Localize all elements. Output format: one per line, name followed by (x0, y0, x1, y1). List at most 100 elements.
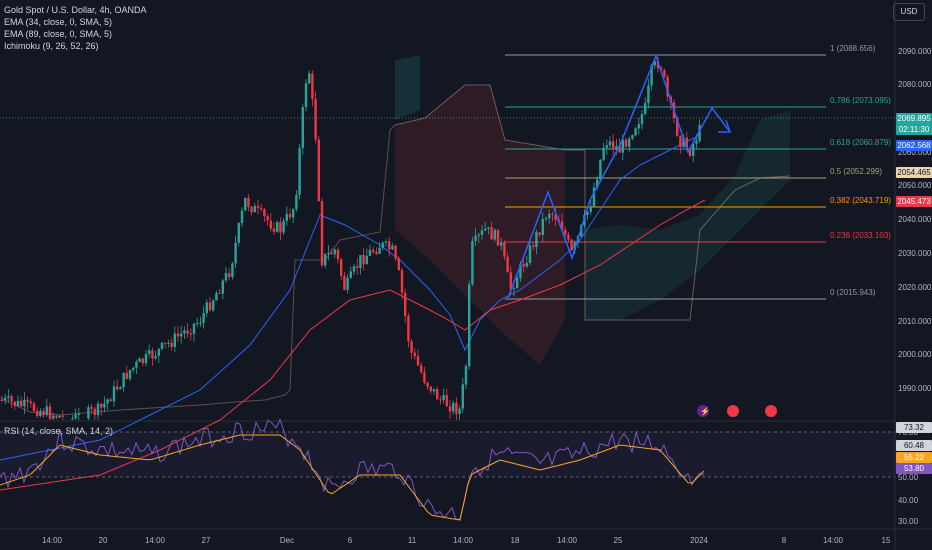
candle-body[interactable] (554, 214, 557, 220)
candle-body[interactable] (103, 403, 106, 408)
candle-body[interactable] (100, 403, 103, 408)
candle-body[interactable] (452, 402, 455, 412)
candle-body[interactable] (420, 365, 423, 373)
candle-body[interactable] (173, 333, 176, 347)
candle-body[interactable] (560, 221, 564, 230)
candle-body[interactable] (52, 415, 55, 419)
candle-body[interactable] (276, 222, 279, 232)
event-icons[interactable]: ⚡ (697, 405, 777, 417)
candle-body[interactable] (359, 255, 362, 268)
candle-body[interactable] (154, 355, 157, 359)
candle-body[interactable] (596, 179, 599, 188)
candle-body[interactable] (362, 255, 365, 265)
candle-body[interactable] (608, 141, 612, 146)
candle-body[interactable] (506, 256, 509, 273)
candle-body[interactable] (493, 229, 496, 240)
candle-body[interactable] (621, 139, 624, 153)
candle-body[interactable] (279, 222, 282, 233)
candle-body[interactable] (637, 124, 640, 129)
candle-body[interactable] (410, 341, 413, 353)
ichimoku-legend[interactable]: Ichimoku (9, 26, 52, 26) (4, 41, 99, 51)
candle-body[interactable] (407, 315, 410, 342)
candle-body[interactable] (605, 145, 608, 148)
candle-body[interactable] (285, 213, 288, 221)
candle-body[interactable] (564, 229, 567, 235)
candle-body[interactable] (308, 73, 311, 84)
candle-body[interactable] (314, 98, 317, 140)
candle-body[interactable] (327, 252, 330, 254)
candle-body[interactable] (644, 103, 647, 115)
candle-body[interactable] (61, 415, 64, 417)
candle-body[interactable] (0, 400, 4, 401)
time-axis[interactable]: 14:00 20 14:00 27 Dec 6 11 14:00 18 14:00 25 2024 8 1… (42, 536, 891, 545)
candle-body[interactable] (119, 387, 122, 390)
candle-body[interactable] (400, 270, 404, 293)
candle-body[interactable] (336, 249, 340, 260)
candle-body[interactable] (653, 61, 656, 66)
candle-body[interactable] (368, 249, 372, 256)
candle-body[interactable] (116, 386, 119, 390)
candle-body[interactable] (330, 252, 333, 255)
candle-body[interactable] (624, 139, 628, 147)
candle-body[interactable] (698, 125, 701, 141)
candle-body[interactable] (122, 372, 125, 388)
candle-body[interactable] (695, 140, 698, 144)
candle-body[interactable] (183, 330, 186, 334)
candle-body[interactable] (487, 227, 490, 229)
candle-body[interactable] (90, 407, 93, 409)
pattern-drawing[interactable] (507, 53, 731, 299)
candle-body[interactable] (544, 218, 548, 220)
candle-body[interactable] (349, 271, 352, 278)
candle-body[interactable] (109, 399, 112, 402)
candle-body[interactable] (647, 85, 650, 104)
candle-body[interactable] (628, 138, 631, 147)
candle-body[interactable] (298, 148, 301, 195)
candle-body[interactable] (528, 245, 532, 263)
candle-body[interactable] (522, 264, 525, 267)
candle-body[interactable] (224, 272, 228, 281)
candle-body[interactable] (231, 263, 234, 278)
candle-body[interactable] (541, 218, 544, 235)
candle-body[interactable] (71, 418, 74, 420)
candle-body[interactable] (375, 251, 378, 254)
candle-body[interactable] (301, 107, 304, 149)
candle-body[interactable] (292, 209, 295, 218)
candle-body[interactable] (125, 372, 128, 379)
candle-body[interactable] (656, 61, 660, 69)
candle-body[interactable] (317, 139, 320, 202)
candle-body[interactable] (436, 388, 439, 400)
candle-body[interactable] (464, 366, 468, 385)
candle-body[interactable] (29, 401, 32, 404)
candle-body[interactable] (445, 395, 448, 407)
candle-body[interactable] (167, 342, 170, 344)
candle-body[interactable] (343, 275, 346, 290)
candle-body[interactable] (36, 410, 39, 417)
candle-body[interactable] (676, 117, 679, 136)
candle-body[interactable] (272, 228, 276, 232)
candle-body[interactable] (157, 348, 160, 356)
candle-body[interactable] (263, 209, 266, 217)
candle-body[interactable] (295, 194, 298, 210)
candle-body[interactable] (442, 395, 445, 401)
candle-body[interactable] (429, 386, 432, 392)
candle-body[interactable] (20, 400, 23, 407)
candle-body[interactable] (519, 264, 522, 278)
candle-body[interactable] (567, 234, 570, 240)
candle-body[interactable] (333, 249, 336, 255)
candle-body[interactable] (250, 206, 253, 213)
candle-body[interactable] (39, 410, 42, 417)
candle-body[interactable] (372, 249, 375, 252)
candle-body[interactable] (160, 342, 164, 349)
candle-body[interactable] (234, 242, 237, 264)
candle-body[interactable] (516, 277, 519, 289)
candle-body[interactable] (253, 205, 256, 213)
candle-body[interactable] (212, 300, 215, 311)
candle-body[interactable] (538, 232, 541, 235)
candle-body[interactable] (7, 396, 10, 398)
candle-body[interactable] (660, 68, 663, 70)
candle-body[interactable] (311, 73, 314, 99)
ema89-legend[interactable]: EMA (89, close, 0, SMA, 5) (4, 29, 113, 39)
candle-body[interactable] (32, 403, 36, 411)
candle-body[interactable] (439, 399, 442, 401)
candle-body[interactable] (432, 388, 436, 392)
